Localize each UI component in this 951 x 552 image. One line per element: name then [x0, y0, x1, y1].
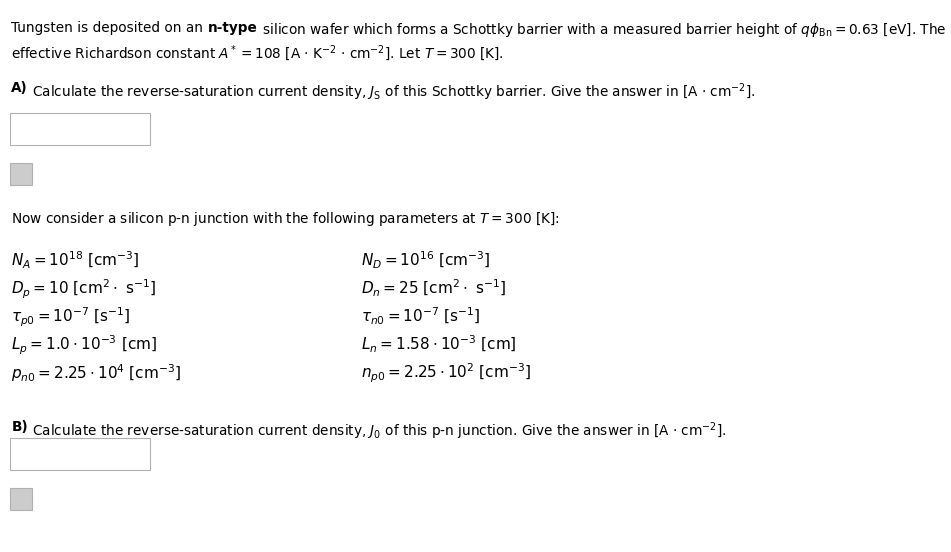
Text: A): A) [11, 81, 28, 95]
Text: Tungsten is deposited on an: Tungsten is deposited on an [11, 21, 207, 35]
Text: $L_n = 1.58 \cdot 10^{-3}$ [cm]: $L_n = 1.58 \cdot 10^{-3}$ [cm] [361, 334, 517, 355]
Text: $\tau_{p0} = 10^{-7}$ [s$^{-1}$]: $\tau_{p0} = 10^{-7}$ [s$^{-1}$] [11, 306, 131, 330]
Text: effective Richardson constant $A^* = 108$ [A $\cdot$ K$^{-2}$ $\cdot$ cm$^{-2}$]: effective Richardson constant $A^* = 108… [11, 43, 504, 63]
Text: $N_D = 10^{16}$ [cm$^{-3}$]: $N_D = 10^{16}$ [cm$^{-3}$] [361, 250, 491, 271]
Text: $p_{n0} = 2.25 \cdot 10^{4}$ [cm$^{-3}$]: $p_{n0} = 2.25 \cdot 10^{4}$ [cm$^{-3}$] [11, 362, 182, 384]
Text: B): B) [11, 420, 28, 434]
Text: silicon wafer which forms a Schottky barrier with a measured barrier height of $: silicon wafer which forms a Schottky bar… [258, 21, 946, 39]
Text: $D_n = 25$ [cm$^2 \cdot$ s$^{-1}$]: $D_n = 25$ [cm$^2 \cdot$ s$^{-1}$] [361, 278, 507, 299]
Text: $L_p = 1.0 \cdot 10^{-3}$ [cm]: $L_p = 1.0 \cdot 10^{-3}$ [cm] [11, 334, 157, 357]
Text: $D_p = 10$ [cm$^2 \cdot$ s$^{-1}$]: $D_p = 10$ [cm$^2 \cdot$ s$^{-1}$] [11, 278, 157, 301]
Text: $n_{p0} = 2.25 \cdot 10^{2}$ [cm$^{-3}$]: $n_{p0} = 2.25 \cdot 10^{2}$ [cm$^{-3}$] [361, 362, 532, 385]
Text: $\tau_{n0} = 10^{-7}$ [s$^{-1}$]: $\tau_{n0} = 10^{-7}$ [s$^{-1}$] [361, 306, 481, 327]
Text: $N_A = 10^{18}$ [cm$^{-3}$]: $N_A = 10^{18}$ [cm$^{-3}$] [11, 250, 140, 271]
Text: Now consider a silicon p-n junction with the following parameters at $T = 300$ [: Now consider a silicon p-n junction with… [11, 210, 560, 228]
Text: n-type: n-type [207, 21, 258, 35]
Text: Calculate the reverse-saturation current density, $J_0$ of this p-n junction. Gi: Calculate the reverse-saturation current… [28, 420, 727, 442]
Text: Calculate the reverse-saturation current density, $J_\mathrm{S}$ of this Schottk: Calculate the reverse-saturation current… [28, 81, 755, 103]
